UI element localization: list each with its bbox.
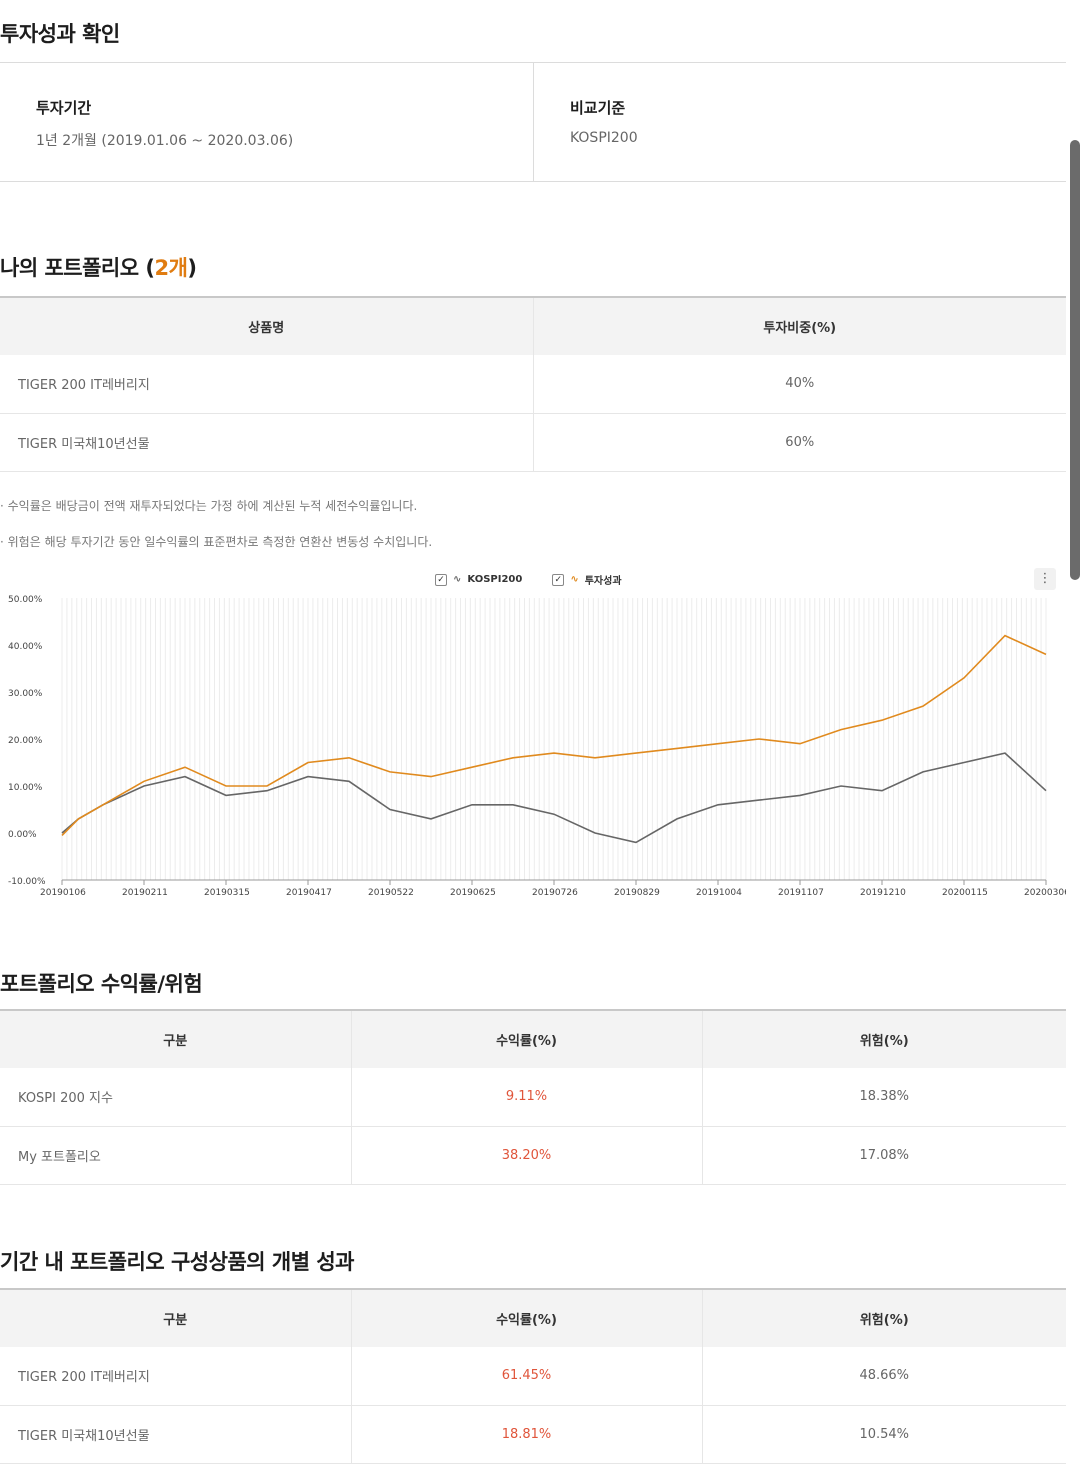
y-tick-label: -10.00% <box>8 877 46 887</box>
x-tick-label: 20190417 <box>286 888 332 898</box>
col-header-risk: 위험(%) <box>701 1009 1066 1068</box>
row-name: My 포트폴리오 <box>0 1126 351 1185</box>
table-row: TIGER 미국채10년선물 18.81% 10.54% <box>0 1405 1066 1464</box>
col-header-category: 구분 <box>0 1009 351 1068</box>
row-risk: 17.08% <box>701 1126 1066 1185</box>
y-tick-label: 10.00% <box>8 783 43 793</box>
period-label: 투자기간 <box>36 99 92 117</box>
investment-check-title: 투자성과 확인 <box>0 22 120 46</box>
y-tick-label: 20.00% <box>8 736 43 746</box>
portfolio-count: 2개 <box>154 256 188 280</box>
individual-title: 기간 내 포트폴리오 구성상품의 개별 성과 <box>0 1250 355 1274</box>
performance-chart: 50.00% 40.00% 30.00% 20.00% 10.00% 0.00% -10.0… <box>8 595 1066 898</box>
row-name: KOSPI 200 지수 <box>0 1068 351 1127</box>
table-row: TIGER 200 IT레버리지 40% <box>0 355 1066 414</box>
scrollbar[interactable] <box>1070 140 1080 580</box>
row-risk: 18.38% <box>701 1068 1066 1127</box>
more-vertical-icon: ⋮ <box>1038 571 1052 586</box>
line-icon: ∿ <box>453 574 462 585</box>
y-tick-label: 30.00% <box>8 689 43 699</box>
col-header-weight: 투자비중(%) <box>532 296 1066 355</box>
portfolio-title-prefix: 나의 포트폴리오 ( <box>0 256 155 280</box>
x-tick-label: 20191107 <box>778 888 824 898</box>
row-risk: 48.66% <box>701 1347 1066 1406</box>
returns-table: 구분 수익률(%) 위험(%) KOSPI 200 지수 9.11% 18.38… <box>0 1009 1066 1185</box>
x-tick-label: 20190726 <box>532 888 578 898</box>
x-tick-label: 20191004 <box>696 888 742 898</box>
row-risk: 10.54% <box>701 1405 1066 1464</box>
x-tick-label: 20200115 <box>942 888 988 898</box>
x-tick-label: 20190829 <box>614 888 660 898</box>
row-name: TIGER 200 IT레버리지 <box>0 1347 351 1406</box>
chart-menu-button[interactable]: ⋮ <box>1034 568 1056 590</box>
y-tick-label: 50.00% <box>8 595 43 605</box>
table-row: My 포트폴리오 38.20% 17.08% <box>0 1126 1066 1185</box>
col-header-category: 구분 <box>0 1288 351 1347</box>
row-name: TIGER 미국채10년선물 <box>0 1405 351 1464</box>
legend-item-portfolio[interactable]: ✓ ∿ 투자성과 <box>552 572 622 587</box>
col-header-return: 수익률(%) <box>350 1009 702 1068</box>
individual-table: 구분 수익률(%) 위험(%) TIGER 200 IT레버리지 61.45% … <box>0 1288 1066 1464</box>
x-tick-label: 20190211 <box>122 888 168 898</box>
product-name: TIGER 미국채10년선물 <box>0 413 533 472</box>
product-weight: 40% <box>532 355 1066 414</box>
row-return: 61.45% <box>350 1347 702 1406</box>
note-risk: · 위험은 해당 투자기간 동안 일수익률의 표준편차로 측정한 연환산 변동성… <box>0 535 433 549</box>
table-row: KOSPI 200 지수 9.11% 18.38% <box>0 1068 1066 1127</box>
benchmark-value: KOSPI200 <box>570 130 638 146</box>
table-row: TIGER 200 IT레버리지 61.45% 48.66% <box>0 1347 1066 1406</box>
note-return: · 수익률은 배당금이 전액 재투자되었다는 가정 하에 계산된 누적 세전수익… <box>0 499 418 513</box>
portfolio-table: 상품명 투자비중(%) TIGER 200 IT레버리지 40% TIGER 미… <box>0 296 1066 472</box>
y-tick-label: 40.00% <box>8 642 43 652</box>
period-value: 1년 2개월 (2019.01.06 ~ 2020.03.06) <box>36 133 294 149</box>
kospi-line <box>61 752 1047 844</box>
row-return: 38.20% <box>350 1126 702 1185</box>
x-tick-label: 20190315 <box>204 888 250 898</box>
legend-item-kospi[interactable]: ✓ ∿ KOSPI200 <box>435 572 522 587</box>
benchmark-label: 비교기준 <box>570 99 626 117</box>
portfolio-line <box>61 634 1047 836</box>
col-header-product: 상품명 <box>0 296 533 355</box>
row-return: 9.11% <box>350 1068 702 1127</box>
legend-label-kospi: KOSPI200 <box>467 574 523 585</box>
returns-title: 포트폴리오 수익률/위험 <box>0 972 203 996</box>
x-tick-label: 20190625 <box>450 888 496 898</box>
legend-label-portfolio: 투자성과 <box>584 576 622 587</box>
benchmark-cell: 비교기준 KOSPI200 <box>533 63 1066 181</box>
chart-legend: ✓ ∿ KOSPI200 ✓ ∿ 투자성과 <box>435 572 622 587</box>
checkbox-icon[interactable]: ✓ <box>552 573 565 586</box>
x-tick-label: 20191210 <box>860 888 906 898</box>
product-weight: 60% <box>532 413 1066 472</box>
product-name: TIGER 200 IT레버리지 <box>0 355 533 414</box>
line-icon: ∿ <box>570 574 579 585</box>
col-header-risk: 위험(%) <box>701 1288 1066 1347</box>
period-box: 투자기간 1년 2개월 (2019.01.06 ~ 2020.03.06) 비교… <box>0 62 1066 182</box>
checkbox-icon[interactable]: ✓ <box>435 573 447 586</box>
x-tick-label: 20200306 <box>1024 888 1066 898</box>
x-tick-label: 20190522 <box>368 888 414 898</box>
portfolio-title-suffix: ) <box>187 256 197 280</box>
row-return: 18.81% <box>350 1405 702 1464</box>
period-cell: 투자기간 1년 2개월 (2019.01.06 ~ 2020.03.06) <box>0 63 533 181</box>
table-row: TIGER 미국채10년선물 60% <box>0 413 1066 472</box>
col-header-return: 수익률(%) <box>350 1288 702 1347</box>
y-tick-label: 0.00% <box>8 830 37 840</box>
portfolio-title: 나의 포트폴리오 (2개) <box>0 252 197 282</box>
x-tick-label: 20190106 <box>40 888 86 898</box>
notes: · 수익률은 배당금이 전액 재투자되었다는 가정 하에 계산된 누적 세전수익… <box>0 488 432 560</box>
